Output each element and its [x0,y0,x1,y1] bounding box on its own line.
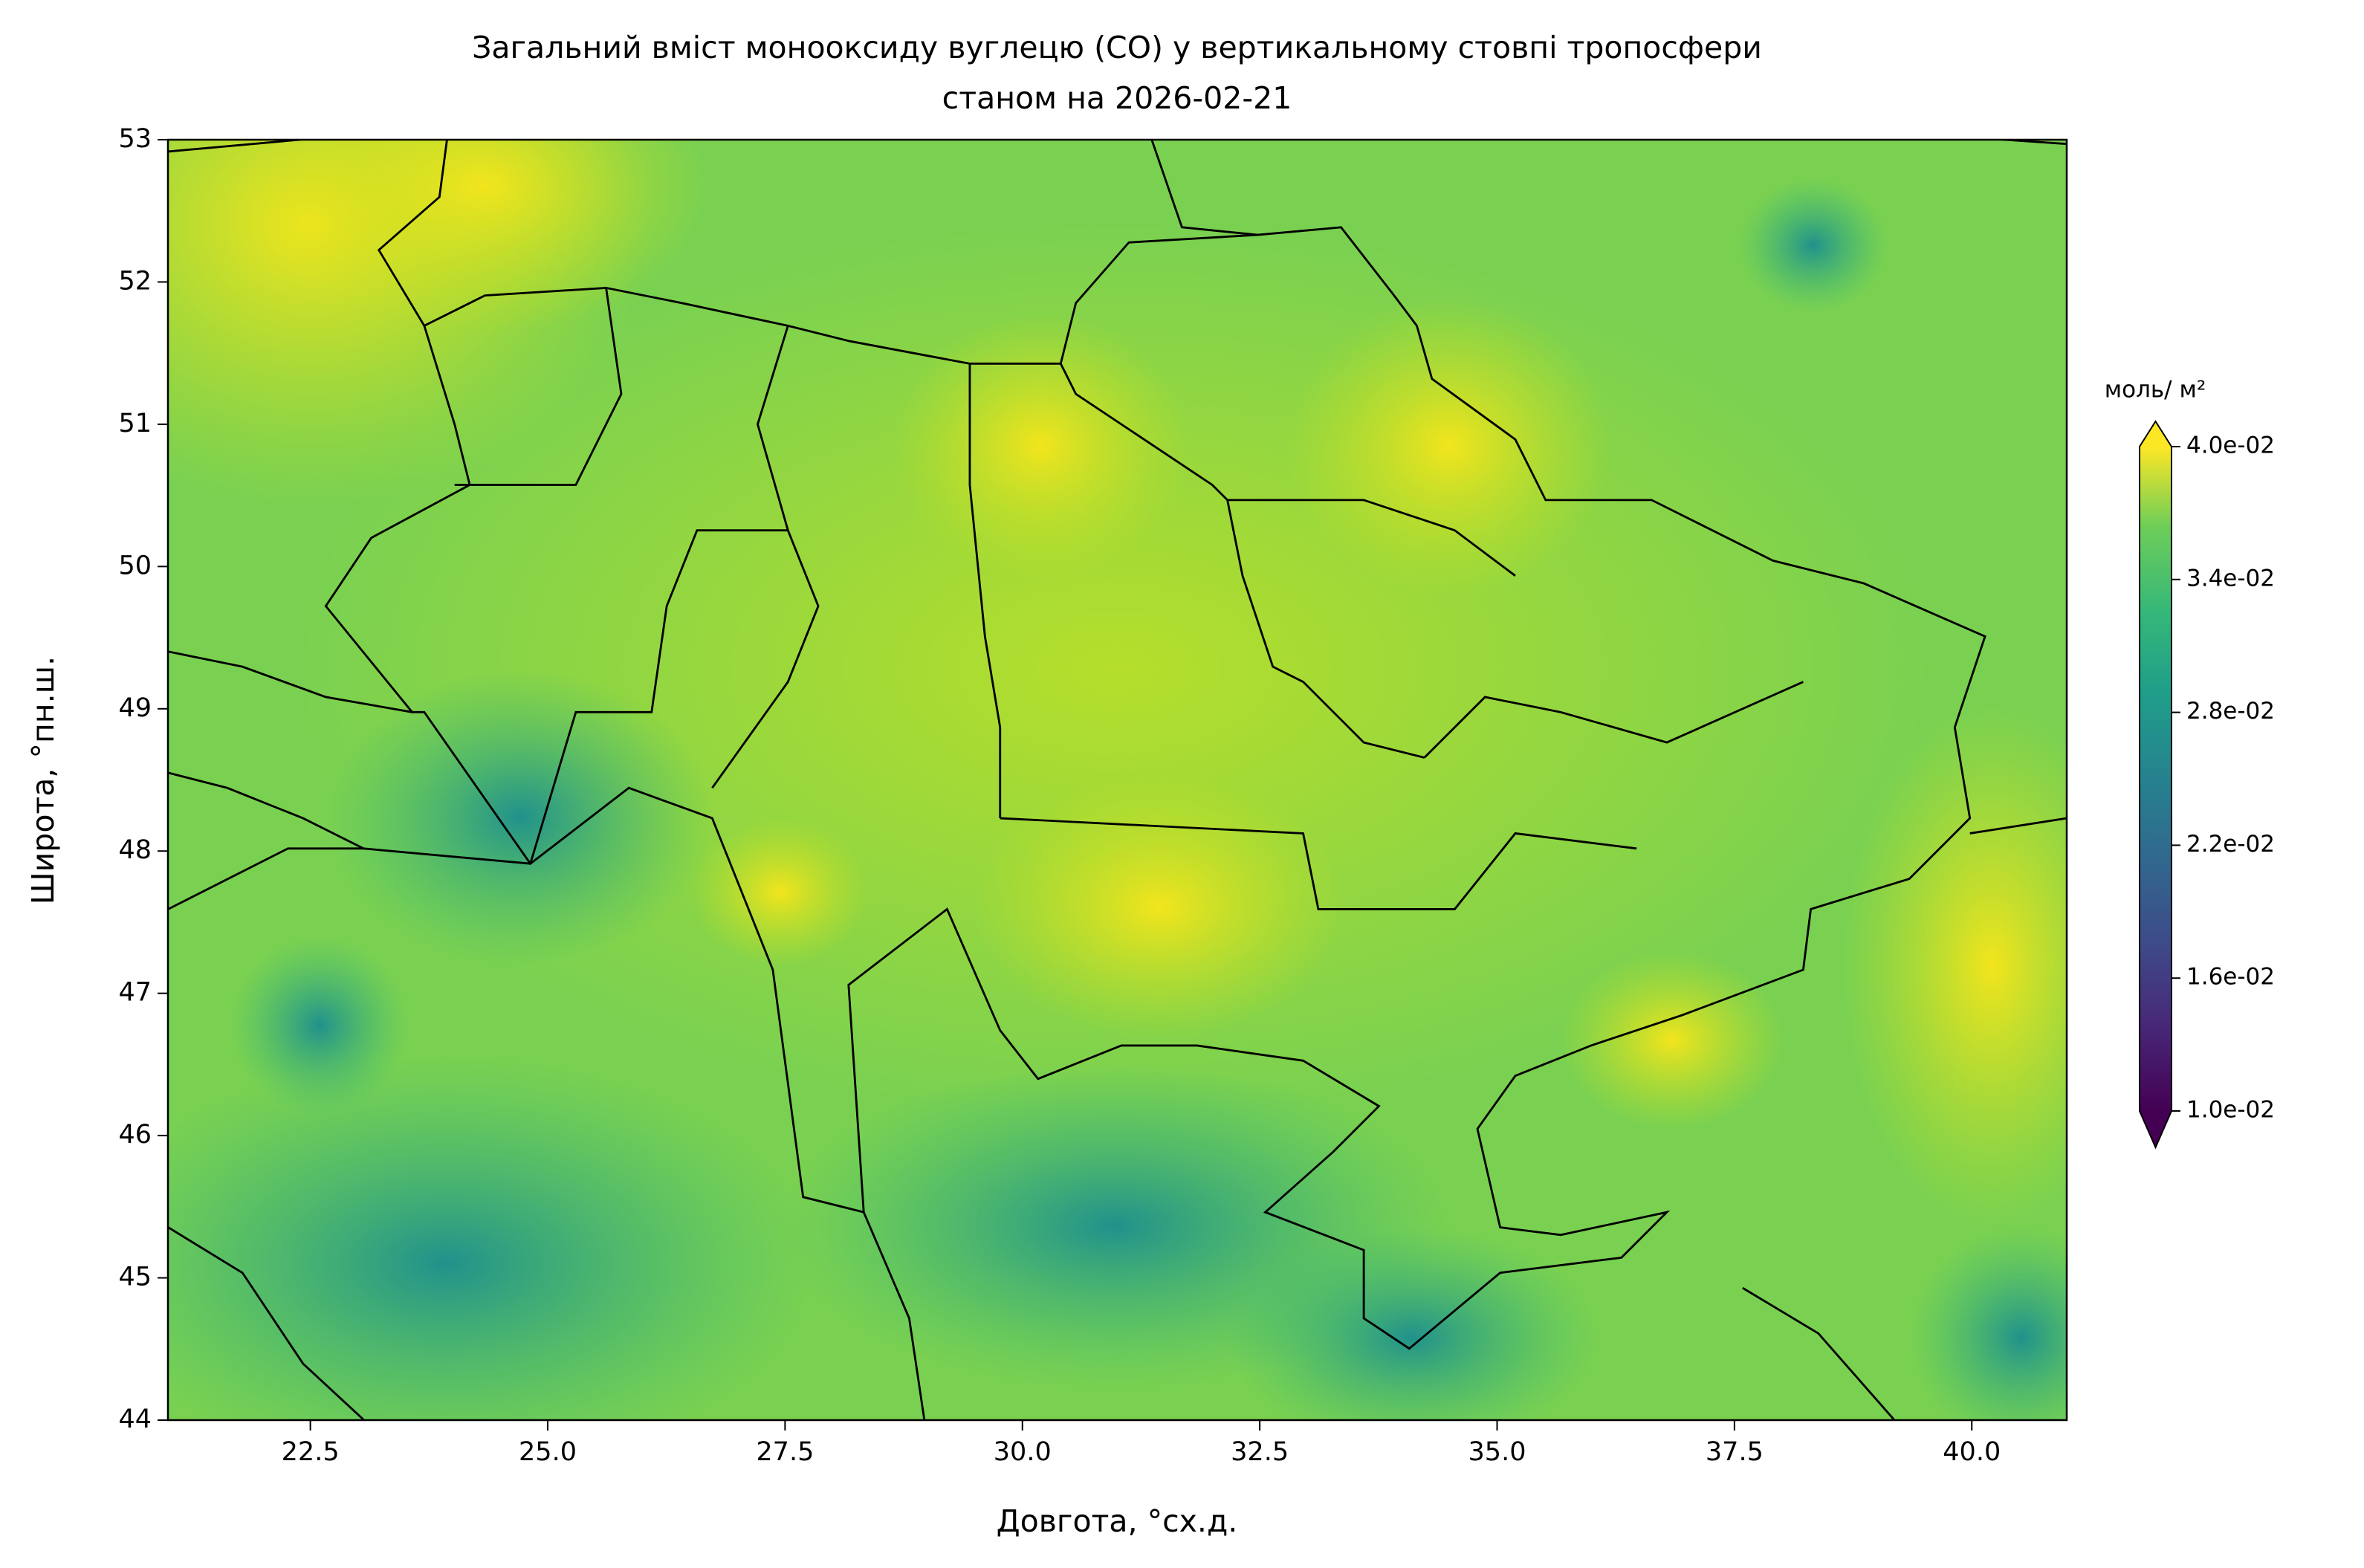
y-tick-label: 46 [118,1120,152,1150]
x-tick-label: 25.0 [519,1437,577,1467]
x-tick-label: 22.5 [282,1437,340,1467]
x-tick-label: 37.5 [1706,1437,1764,1467]
x-tick-label: 30.0 [994,1437,1052,1467]
colorbar [2140,447,2172,1111]
y-tick-label: 47 [118,978,152,1008]
chart-title: Загальний вміст монооксиду вуглецю (CO) … [472,30,1762,65]
colorbar-tick-label: 1.6e-02 [2186,964,2275,991]
x-tick-label: 32.5 [1231,1437,1289,1467]
colorbar-extend-min [2140,1111,2172,1147]
y-tick-label: 44 [118,1405,152,1434]
x-tick-label: 27.5 [756,1437,814,1467]
colorbar-tick-label: 3.4e-02 [2186,565,2275,592]
chart-subtitle: станом на 2026-02-21 [942,80,1292,116]
colorbar-tick-label: 2.8e-02 [2186,698,2275,725]
colorbar-tick-label: 1.0e-02 [2186,1097,2275,1124]
y-tick-label: 51 [118,409,152,438]
y-tick-label: 48 [118,835,152,865]
contour-field [168,140,2067,1420]
colorbar-label: моль/ м² [2105,377,2206,404]
y-tick-label: 50 [118,551,152,580]
axes-frame [166,138,2068,1422]
y-tick-label: 49 [118,693,152,723]
x-tick-label: 40.0 [1943,1437,2001,1467]
y-tick-label: 53 [118,124,152,154]
colorbar-tick-label: 4.0e-02 [2186,433,2275,459]
y-axis-label: Широта, °пн.ш. [25,656,61,904]
x-tick-label: 35.0 [1468,1437,1526,1467]
borders [168,140,2067,1420]
y-tick-label: 45 [118,1263,152,1292]
colorbar-tick-label: 2.2e-02 [2186,831,2275,858]
y-tick-label: 52 [118,266,152,296]
x-axis-label: Довгота, °сх.д. [997,1503,1238,1539]
colorbar-extend-max [2140,421,2172,447]
